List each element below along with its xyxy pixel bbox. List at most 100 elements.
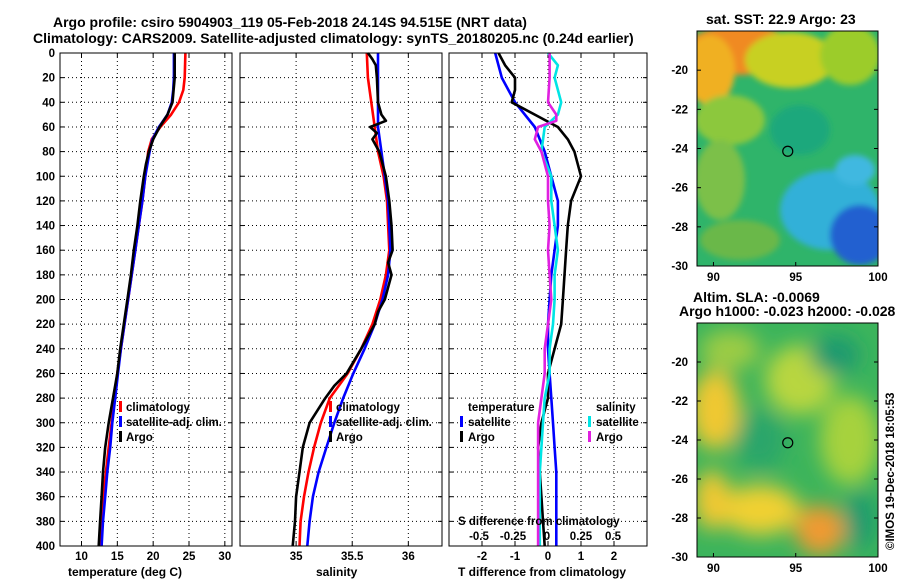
map-lat-label: -24	[671, 435, 688, 447]
legend-heading-salinity: salinity	[596, 402, 636, 414]
x-tick-label: 35.5	[341, 551, 364, 563]
series-line-argo	[291, 52, 394, 547]
salinity-axis-label: salinity	[316, 565, 358, 579]
depth-tick-label: 20	[42, 73, 55, 85]
depth-tick-label: 240	[36, 344, 55, 356]
sst-map-title: sat. SST: 22.9 Argo: 23	[706, 11, 856, 27]
title-line1: Argo profile: csiro 5904903_119 05-Feb-2…	[53, 14, 527, 30]
sla-high-patch	[795, 505, 845, 555]
legend-swatch-s-satellite	[588, 416, 591, 427]
sla-map-image	[697, 323, 878, 557]
map-lon-label: 100	[868, 272, 887, 284]
x-tick-label: -2	[477, 551, 487, 563]
depth-tick-label: 200	[36, 295, 55, 307]
legend-swatch-satellite	[119, 416, 122, 427]
s-tick-label: -0.5	[469, 531, 489, 543]
legend-swatch-t-argo	[460, 431, 463, 442]
legend-label-s-satellite: satellite	[596, 417, 639, 429]
depth-tick-label: 400	[36, 541, 55, 553]
argo-position-marker	[782, 437, 794, 449]
depth-tick-label: 40	[42, 97, 55, 109]
map-lat-label: -30	[671, 552, 688, 564]
x-tick-label: 0	[545, 551, 551, 563]
depth-tick-label: 320	[36, 442, 55, 454]
plot-frame	[448, 52, 648, 547]
map-lat-label: -28	[671, 513, 688, 525]
sla-patch	[820, 395, 878, 485]
sla-low-patch	[845, 490, 875, 550]
series-line-satellite-adj-clim-	[306, 53, 392, 547]
sla-patch	[700, 330, 760, 370]
sst-map-image	[697, 31, 878, 266]
salinity-legend: climatology satellite-adj. clim. Argo	[329, 401, 432, 444]
legend-label-climatology: climatology	[336, 402, 401, 414]
legend-swatch-satellite	[329, 416, 332, 427]
title-line2: Climatology: CARS2009. Satellite-adjuste…	[33, 30, 634, 46]
x-tick-label: -1	[510, 551, 521, 563]
legend-label-argo: Argo	[126, 432, 153, 444]
depth-tick-label: 300	[36, 418, 55, 430]
sla-map-axes: -20 -22 -24 -26 -28 -30 90 95 100	[671, 322, 888, 575]
map-lon-label: 100	[868, 563, 887, 575]
x-tick-label: 15	[111, 551, 124, 563]
x-tick-label: 36	[402, 551, 415, 563]
legend-label-satellite: satellite-adj. clim.	[126, 417, 222, 429]
legend-label-climatology: climatology	[126, 402, 191, 414]
map-lon-label: 90	[707, 272, 720, 284]
legend-label-t-satellite: satellite	[468, 417, 511, 429]
legend-swatch-climatology	[329, 401, 332, 412]
depth-tick-label: 380	[36, 516, 55, 528]
x-tick-label: 1	[578, 551, 585, 563]
imos-credit: ©IMOS 19-Dec-2018 18:05:53	[885, 393, 897, 550]
x-tick-label: 25	[183, 551, 196, 563]
map-lat-label: -22	[671, 104, 688, 116]
x-tick-label: 2	[611, 551, 617, 563]
difference-legend: temperature satellite Argo salinity sate…	[460, 402, 639, 444]
sst-patch	[700, 220, 780, 260]
s-difference-label: S difference from climatology	[458, 516, 620, 528]
legend-label-satellite: satellite-adj. clim.	[336, 417, 432, 429]
series-line-salinity-argo	[533, 53, 558, 546]
x-tick-label: 20	[147, 551, 160, 563]
sla-map-title-1: Altim. SLA: -0.0069	[693, 289, 820, 305]
map-lat-label: -20	[671, 65, 688, 77]
depth-tick-label: 80	[42, 147, 55, 159]
series-line-argo	[97, 53, 176, 547]
sla-high-patch	[697, 370, 740, 450]
sst-patch	[697, 140, 745, 220]
map-lat-label: -20	[671, 357, 688, 369]
depth-tick-label: 0	[49, 48, 55, 60]
temperature-axis-label: temperature (deg C)	[68, 565, 182, 579]
depth-tick-label: 280	[36, 393, 55, 405]
sst-warm-patch	[820, 31, 878, 85]
temperature-panel: 0 20 40 60 80 100 120 140 160 180 200 220 240 260 280 3…	[36, 48, 233, 563]
map-lat-label: -30	[671, 261, 688, 273]
depth-tick-label: 120	[36, 196, 55, 208]
argo-position-marker	[782, 145, 794, 157]
s-tick-label: -0.25	[500, 531, 527, 543]
map-lon-label: 90	[707, 563, 720, 575]
sst-map-axes: -20 -22 -24 -26 -28 -30 90 95 100	[671, 30, 888, 284]
difference-panel: -2 -1 0 1 2	[448, 52, 648, 563]
sla-patch	[735, 410, 785, 470]
depth-tick-label: 220	[36, 319, 55, 331]
depth-tick-label: 160	[36, 245, 55, 257]
s-tick-label: 0	[544, 531, 550, 543]
map-lat-label: -22	[671, 396, 688, 408]
sst-cool-patch	[770, 105, 830, 155]
legend-label-argo: Argo	[336, 432, 363, 444]
depth-tick-label: 260	[36, 368, 55, 380]
map-lon-label: 95	[789, 563, 802, 575]
x-tick-label: 30	[218, 551, 231, 563]
depth-tick-label: 360	[36, 492, 55, 504]
sla-map-title-2: Argo h1000: -0.023 h2000: -0.028	[679, 303, 896, 319]
sst-warm-patch	[697, 35, 735, 105]
series-line-temperature-satellite	[493, 52, 560, 546]
map-lat-label: -24	[671, 144, 688, 156]
depth-tick-label: 100	[36, 171, 55, 183]
sst-cool-patch	[835, 155, 875, 185]
x-tick-label: 10	[75, 551, 88, 563]
legend-label-t-argo: Argo	[468, 432, 495, 444]
series-line-climatology	[298, 52, 391, 547]
